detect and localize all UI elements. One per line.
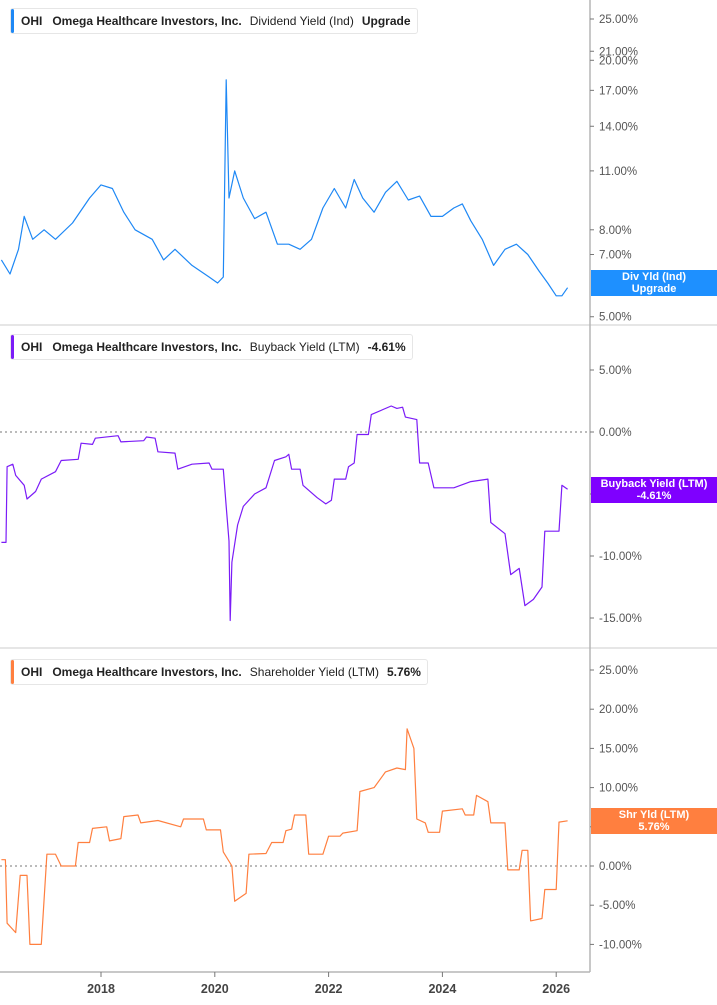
y-tick-label: 5.00% — [599, 312, 632, 324]
y-tick-label: 25.00% — [599, 14, 638, 26]
tag-label: Shr Yld (LTM) — [618, 809, 690, 821]
y-tick-label: 14.00% — [599, 121, 638, 133]
series-line-2 — [1, 728, 568, 945]
legend-metric: Dividend Yield (Ind) — [249, 14, 354, 28]
value-tag-buyback-yield: Buyback Yield (LTM) -4.61% — [591, 477, 717, 503]
legend-company: Omega Healthcare Investors, Inc. — [52, 340, 242, 354]
tag-value: Upgrade — [631, 283, 677, 295]
y-tick-label: 20.00% — [599, 704, 638, 716]
legend-ticker: OHI — [21, 340, 43, 354]
panel-0: 25.00% 21.00%20.00% 17.00% 14.00% 11.00% 8.00… — [0, 14, 638, 324]
panel-1: 5.00%0.00%-5.00%-10.00%-15.00% — [0, 365, 642, 625]
legend-metric: Buyback Yield (LTM) — [249, 340, 360, 354]
legend-company: Omega Healthcare Investors, Inc. — [52, 14, 242, 28]
value-tag-shareholder-yield: Shr Yld (LTM) 5.76% — [591, 808, 717, 834]
tag-value: 5.76% — [638, 821, 670, 833]
y-tick-label: 10.00% — [599, 783, 638, 795]
legend-dividend-yield: OHI Omega Healthcare Investors, Inc. Div… — [10, 8, 418, 34]
y-tick-label: -15.00% — [599, 613, 642, 625]
x-tick-label: 2018 — [87, 982, 115, 996]
y-tick-label: 0.00% — [599, 861, 632, 873]
legend-company: Omega Healthcare Investors, Inc. — [52, 665, 242, 679]
y-tick-label: 0.00% — [599, 427, 632, 439]
x-tick-label: 2022 — [315, 982, 343, 996]
y-tick-label: -10.00% — [599, 939, 642, 951]
y-tick-label: 11.00% — [599, 166, 637, 178]
y-tick-label: 5.00% — [599, 365, 632, 377]
y-tick-label: 25.00% — [599, 665, 638, 677]
series-color-bar — [11, 660, 14, 684]
legend-value-upgrade[interactable]: Upgrade — [361, 14, 411, 28]
legend-value: -4.61% — [367, 340, 406, 354]
tag-label: Buyback Yield (LTM) — [600, 478, 708, 490]
y-tick-label: 20.00% — [599, 55, 638, 67]
series-line-0 — [0, 79, 569, 297]
series-line-1 — [1, 405, 568, 622]
y-tick-label: 8.00% — [599, 225, 632, 237]
y-tick-label: -5.00% — [599, 900, 635, 912]
tag-label: Div Yld (Ind) — [622, 271, 686, 283]
x-tick-label: 2026 — [542, 982, 570, 996]
series-color-bar — [11, 335, 14, 359]
legend-ticker: OHI — [21, 14, 43, 28]
value-tag-dividend-yield: Div Yld (Ind) Upgrade — [591, 270, 717, 296]
y-tick-label: -10.00% — [599, 551, 642, 563]
y-tick-label: 21.00% — [599, 46, 638, 58]
y-tick-label: 7.00% — [599, 249, 632, 261]
legend-buyback-yield: OHI Omega Healthcare Investors, Inc. Buy… — [10, 334, 413, 360]
legend-value: 5.76% — [386, 665, 421, 679]
series-color-bar — [11, 9, 14, 33]
x-tick-label: 2024 — [428, 982, 456, 996]
y-tick-label: 17.00% — [599, 85, 638, 97]
legend-ticker: OHI — [21, 665, 43, 679]
legend-metric: Shareholder Yield (LTM) — [249, 665, 379, 679]
tag-value: -4.61% — [636, 490, 672, 502]
legend-shareholder-yield: OHI Omega Healthcare Investors, Inc. Sha… — [10, 659, 428, 685]
panel-2: 25.00%20.00%15.00%10.00%5.00%0.00%-5.00%… — [0, 665, 642, 951]
x-tick-label: 2020 — [201, 982, 229, 996]
y-tick-label: 15.00% — [599, 743, 638, 755]
